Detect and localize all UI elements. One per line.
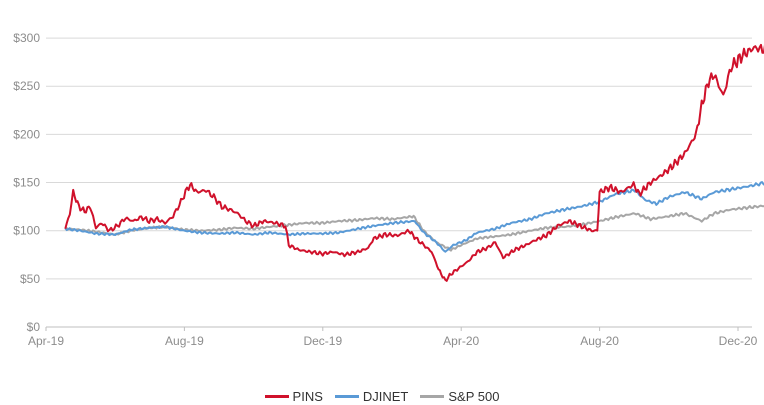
gridlines: [46, 37, 752, 328]
y-tick-label: $0: [27, 320, 41, 334]
series-lines: [64, 43, 764, 282]
y-tick-label: $100: [13, 224, 40, 238]
x-axis-ticks: Apr-19 Aug-19 Dec-19 Apr-20 Aug-20 Dec-20: [28, 327, 758, 348]
line-chart: $0 $50 $100 $150 $200 $250 $300 Apr-19 Aug-19 De…: [13, 31, 764, 348]
y-tick-label: $150: [13, 176, 40, 190]
legend-swatch: [264, 395, 289, 398]
y-tick-label: $250: [13, 79, 40, 93]
x-tick-label: Aug-19: [165, 334, 204, 348]
legend-swatch: [334, 395, 359, 398]
legend-label: DJINET: [362, 389, 409, 404]
y-tick-label: $50: [20, 272, 40, 286]
x-tick-label: Apr-20: [443, 334, 479, 348]
legend-item: PINS: [264, 389, 323, 404]
legend-label: S&P 500: [448, 389, 500, 404]
legend-swatch: [420, 395, 445, 398]
legend-item: DJINET: [334, 389, 409, 404]
series-line-djinet: [64, 181, 764, 253]
legend: PINS DJINET S&P 500: [0, 386, 764, 404]
legend-label: PINS: [292, 389, 323, 404]
y-axis-ticks: $0 $50 $100 $150 $200 $250 $300: [13, 31, 40, 334]
x-tick-label: Apr-19: [28, 334, 64, 348]
y-tick-label: $300: [13, 31, 40, 45]
legend-item: S&P 500: [420, 389, 499, 404]
x-tick-label: Aug-20: [580, 334, 619, 348]
series-line-s-p-500: [65, 204, 764, 252]
x-tick-label: Dec-19: [303, 334, 342, 348]
series-line-pins: [64, 43, 764, 282]
y-tick-label: $200: [13, 127, 40, 141]
x-tick-label: Dec-20: [719, 334, 758, 348]
